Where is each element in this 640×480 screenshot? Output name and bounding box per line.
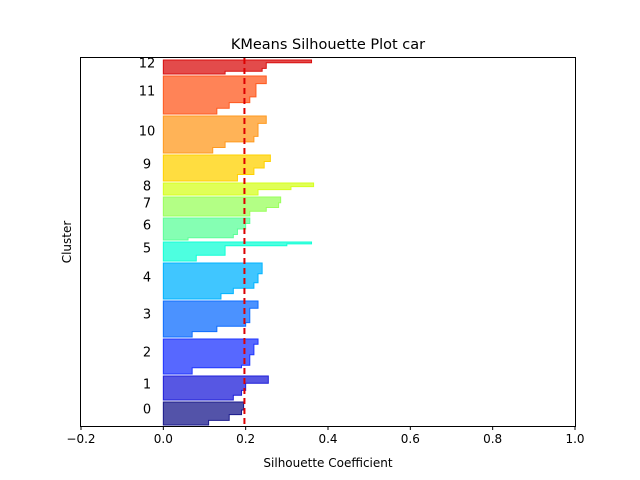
- cluster-label-9: 9: [143, 158, 151, 173]
- cluster-label-3: 3: [143, 308, 151, 323]
- cluster-band-8: [162, 182, 315, 196]
- cluster-label-2: 2: [143, 346, 151, 361]
- cluster-label-6: 6: [143, 219, 151, 234]
- x-tick-label: 0.8: [483, 432, 502, 446]
- x-tick-label: 0.4: [318, 432, 337, 446]
- x-tick-label: 1.0: [565, 432, 584, 446]
- cluster-band-1: [162, 375, 269, 401]
- cluster-band-0: [162, 401, 245, 426]
- cluster-label-0: 0: [143, 403, 151, 418]
- cluster-band-12: [162, 59, 313, 75]
- cluster-band-7: [162, 196, 282, 217]
- x-tick-label: 0.2: [236, 432, 255, 446]
- cluster-band-6: [162, 217, 251, 241]
- chart-title: KMeans Silhouette Plot car: [231, 37, 425, 53]
- cluster-band-4: [162, 262, 263, 300]
- cluster-band-11: [162, 75, 267, 115]
- cluster-label-4: 4: [143, 271, 151, 286]
- cluster-label-11: 11: [139, 85, 156, 100]
- cluster-label-5: 5: [143, 242, 151, 257]
- x-axis-label: Silhouette Coefficient: [263, 456, 392, 470]
- cluster-label-1: 1: [143, 378, 151, 393]
- cluster-label-10: 10: [139, 125, 156, 140]
- cluster-band-2: [162, 338, 259, 375]
- x-axis-ticks: −0.2 0.0 0.2 0.4 0.6 0.8 1.0: [66, 426, 585, 446]
- plot-frame: [80, 57, 576, 427]
- x-tick-label: 0.0: [154, 432, 173, 446]
- cluster-band-3: [162, 300, 259, 338]
- y-axis-label: Cluster: [60, 221, 74, 264]
- cluster-band-10: [162, 115, 267, 154]
- cluster-label-8: 8: [143, 180, 151, 195]
- cluster-band-5: [162, 241, 313, 262]
- cluster-band-9: [162, 154, 271, 182]
- cluster-label-12: 12: [139, 57, 156, 72]
- cluster-bands: [162, 59, 315, 426]
- cluster-label-7: 7: [143, 197, 151, 212]
- x-tick-label: −0.2: [66, 432, 95, 446]
- x-tick-label: 0.6: [401, 432, 420, 446]
